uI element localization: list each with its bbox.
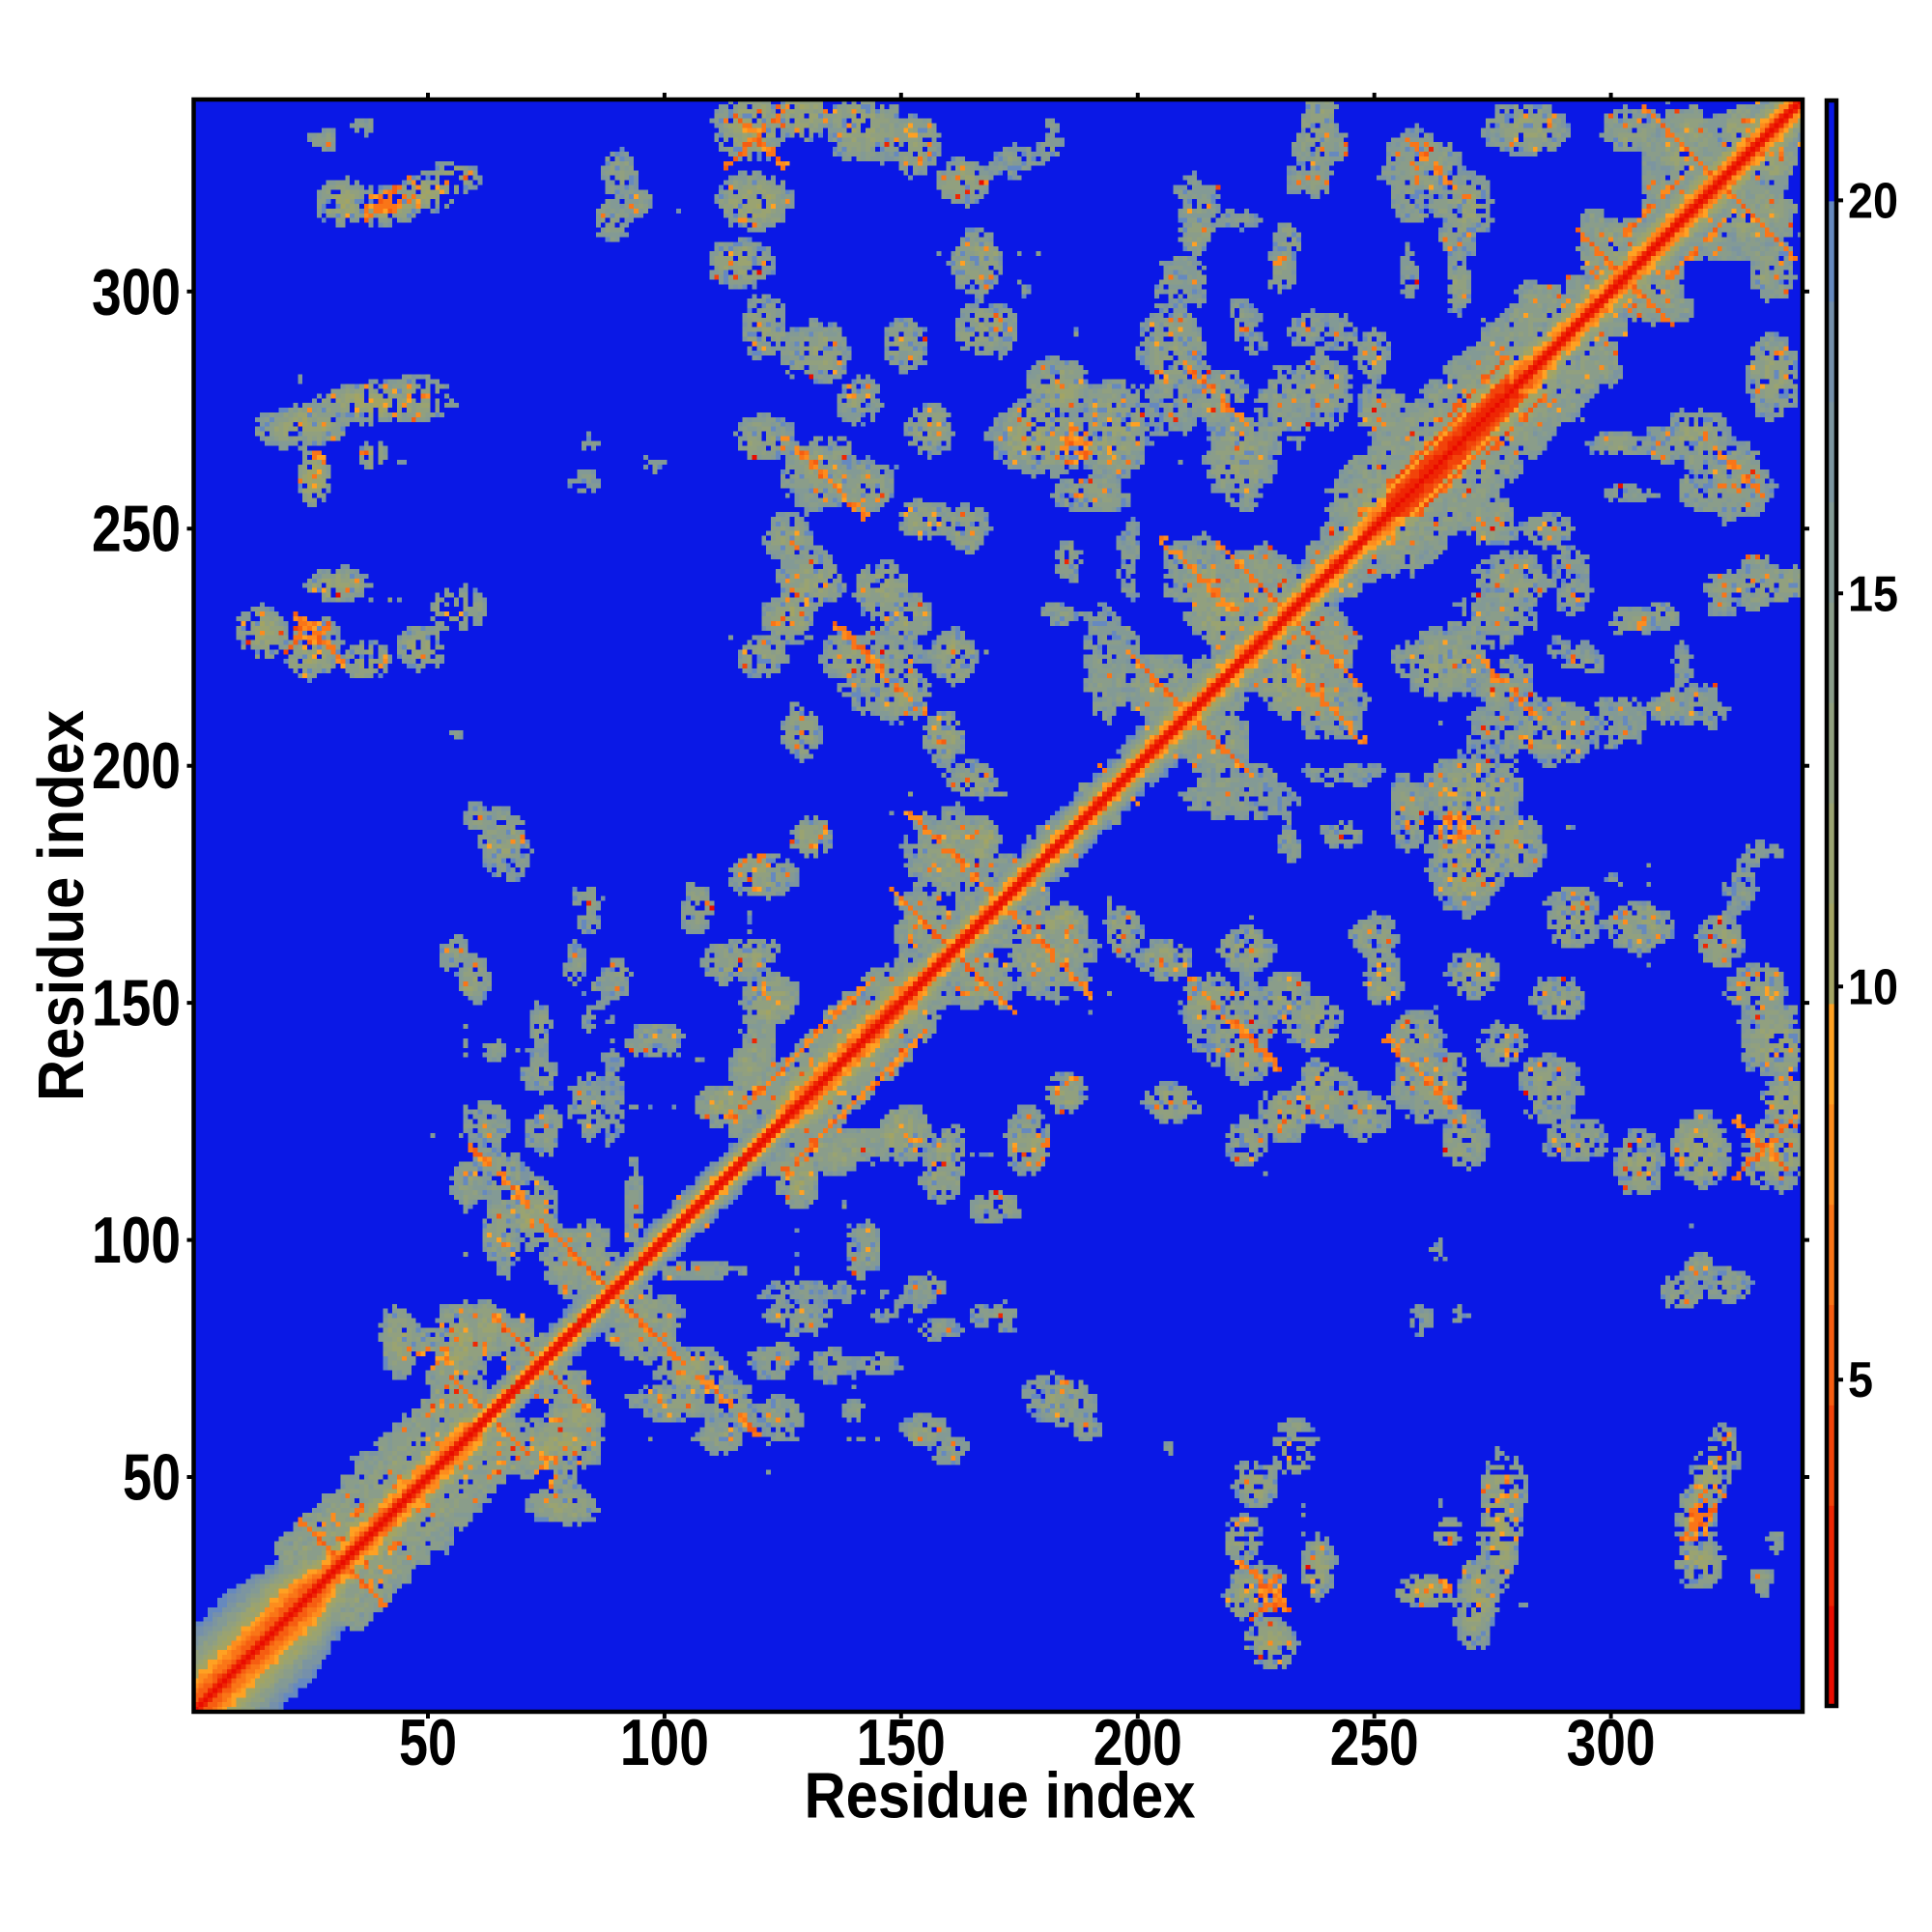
svg-text:10: 10 — [1848, 959, 1898, 1015]
svg-text:200: 200 — [92, 729, 181, 803]
svg-text:300: 300 — [92, 255, 181, 328]
svg-text:250: 250 — [1330, 1706, 1419, 1779]
svg-text:5: 5 — [1848, 1352, 1873, 1408]
svg-text:250: 250 — [92, 493, 181, 566]
svg-text:150: 150 — [857, 1706, 946, 1779]
svg-text:50: 50 — [123, 1441, 181, 1515]
svg-text:Residue index: Residue index — [25, 710, 98, 1101]
svg-text:100: 100 — [92, 1204, 181, 1277]
svg-text:15: 15 — [1848, 566, 1898, 622]
svg-text:Residue index: Residue index — [805, 1760, 1196, 1833]
svg-text:20: 20 — [1848, 173, 1898, 229]
svg-text:150: 150 — [92, 967, 181, 1040]
svg-text:200: 200 — [1094, 1706, 1182, 1779]
svg-text:300: 300 — [1567, 1706, 1656, 1779]
svg-text:50: 50 — [399, 1706, 457, 1779]
svg-text:100: 100 — [620, 1706, 709, 1779]
